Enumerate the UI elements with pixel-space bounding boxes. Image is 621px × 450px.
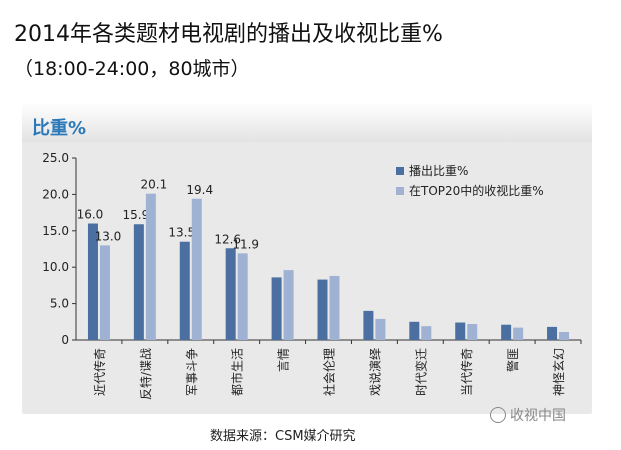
data-label: 13.0 xyxy=(95,229,122,243)
wechat-icon xyxy=(490,407,506,423)
chart-panel-header xyxy=(22,102,592,142)
bar xyxy=(191,198,202,340)
x-tick-label: 社会伦理 xyxy=(322,348,337,396)
watermark: 收视中国 xyxy=(490,405,566,425)
bar xyxy=(237,253,248,340)
legend-label: 在TOP20中的收视比重% xyxy=(409,183,544,198)
data-label: 19.4 xyxy=(186,183,213,197)
bar xyxy=(547,326,558,340)
bar xyxy=(133,224,144,340)
bar xyxy=(179,241,190,340)
bar xyxy=(271,277,282,340)
x-tick-label: 近代传奇 xyxy=(92,348,107,396)
legend-swatch xyxy=(396,167,404,175)
y-tick-label: 5.0 xyxy=(50,297,69,311)
bar xyxy=(317,279,328,340)
y-axis-title: 比重% xyxy=(32,118,87,139)
watermark-text: 收视中国 xyxy=(510,408,566,424)
bar xyxy=(99,245,110,340)
bar xyxy=(421,326,432,340)
bar xyxy=(363,310,374,340)
bar xyxy=(375,318,386,340)
x-tick-label: 当代传奇 xyxy=(459,348,474,396)
legend-swatch xyxy=(396,187,404,195)
x-tick-label: 警匪 xyxy=(505,348,520,372)
y-tick-label: 25.0 xyxy=(42,151,69,165)
data-label: 20.1 xyxy=(141,178,168,192)
y-tick-label: 15.0 xyxy=(42,224,69,238)
data-label: 16.0 xyxy=(77,208,104,222)
x-tick-label: 神怪玄幻 xyxy=(551,348,566,396)
bar xyxy=(409,321,420,340)
y-tick-label: 20.0 xyxy=(42,187,69,201)
bar xyxy=(145,193,156,340)
source-note: 数据来源：CSM媒介研究 xyxy=(210,429,356,444)
bar xyxy=(225,248,236,340)
x-tick-label: 反特/谍战 xyxy=(138,348,153,400)
data-label: 15.9 xyxy=(123,208,150,222)
x-tick-label: 戏说演绎 xyxy=(367,348,382,396)
data-label: 11.9 xyxy=(232,237,259,251)
bar xyxy=(87,223,98,340)
data-label: 13.5 xyxy=(168,226,195,240)
bar xyxy=(513,327,524,340)
bar xyxy=(501,324,512,340)
y-tick-label: 0 xyxy=(61,333,69,347)
bar xyxy=(283,270,294,340)
legend-label: 播出比重% xyxy=(409,164,468,178)
bar xyxy=(455,322,466,340)
x-tick-label: 时代变迁 xyxy=(413,348,428,396)
y-tick-label: 10.0 xyxy=(42,260,69,274)
x-tick-label: 言情 xyxy=(277,348,291,372)
chart-title: 2014年各类题材电视剧的播出及收视比重% xyxy=(14,22,443,47)
data-label: 12.6 xyxy=(214,232,241,246)
bar xyxy=(467,323,478,340)
chart-subtitle: （18:00-24:00，80城市） xyxy=(14,58,250,80)
bar xyxy=(559,331,570,340)
bar xyxy=(329,275,340,340)
x-tick-label: 都市生活 xyxy=(230,348,245,396)
chart-panel xyxy=(22,102,592,414)
x-tick-label: 军事斗争 xyxy=(185,348,199,396)
